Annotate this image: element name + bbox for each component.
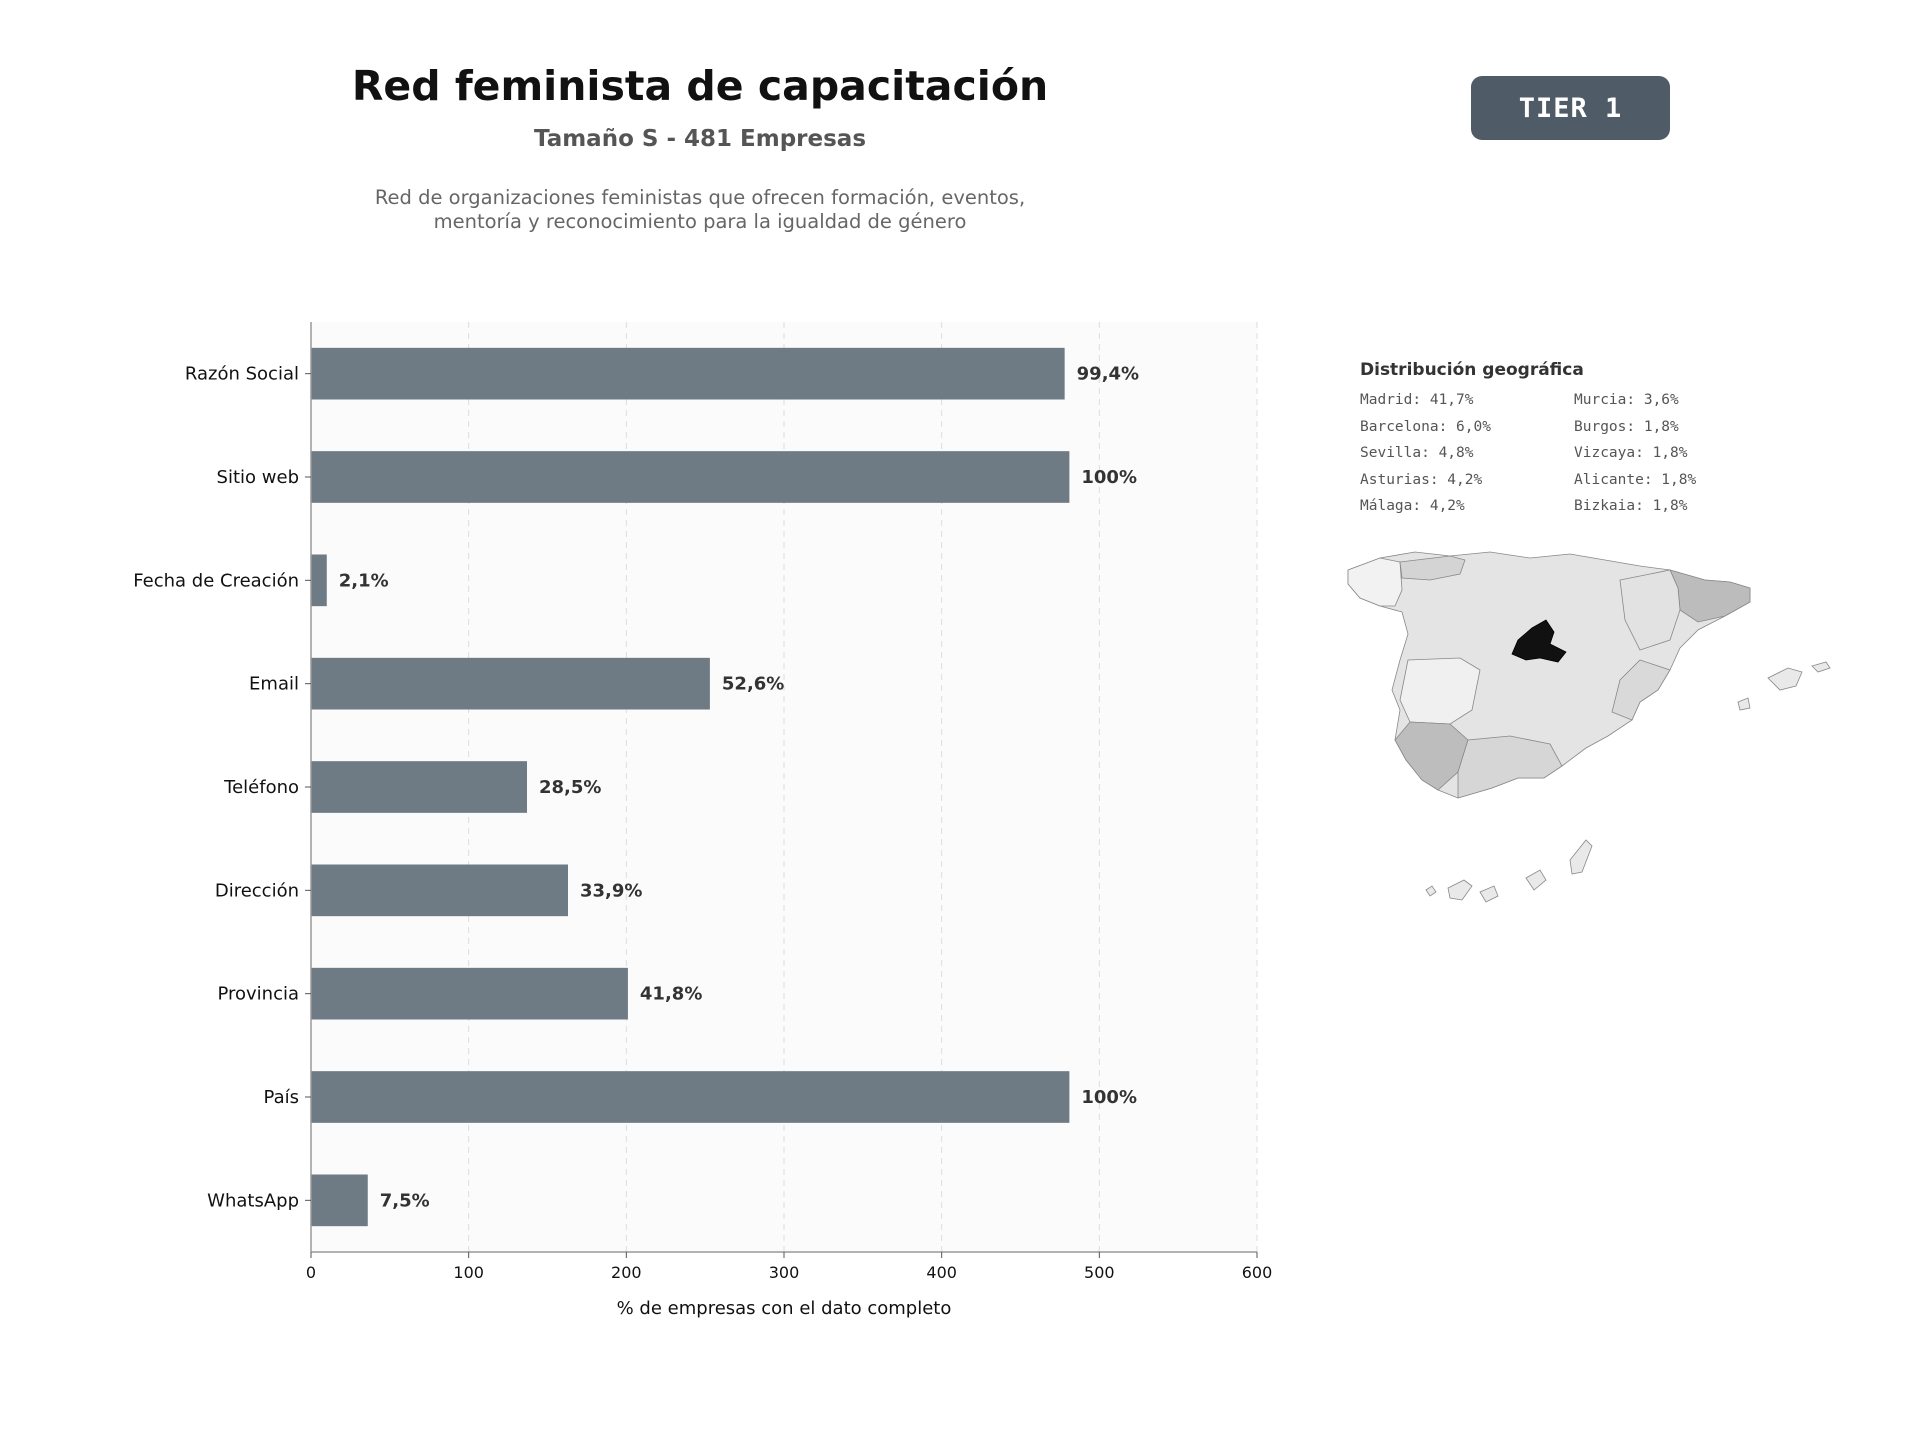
bars: 99,4% 100% 2,1% 52,6% 28,5% 33,9% 41,8% 100% 7,5… bbox=[311, 347, 1139, 1227]
x-tick-label: 600 bbox=[1242, 1263, 1273, 1282]
tier-badge: TIER 1 bbox=[1471, 76, 1670, 140]
geo-title: Distribución geográfica bbox=[1360, 360, 1584, 380]
data-label: 41,8% bbox=[640, 984, 702, 1005]
geo-item: Barcelona: 6,0% bbox=[1360, 418, 1491, 435]
map-canary-5 bbox=[1425, 885, 1437, 897]
data-label: 2,1% bbox=[339, 570, 389, 591]
category-label: Sitio web bbox=[217, 467, 299, 488]
bar bbox=[311, 1071, 1070, 1123]
x-tick-label: 200 bbox=[611, 1263, 642, 1282]
data-label: 28,5% bbox=[539, 777, 601, 798]
map-balearic-ibiza bbox=[1737, 697, 1751, 711]
map-region-madrid bbox=[1511, 619, 1567, 663]
category-label: Razón Social bbox=[185, 364, 299, 385]
data-label: 100% bbox=[1081, 467, 1137, 488]
category-label: Teléfono bbox=[223, 777, 299, 798]
map-canary-4 bbox=[1569, 839, 1593, 875]
bar bbox=[311, 967, 628, 1020]
bar bbox=[311, 864, 568, 917]
bar bbox=[311, 657, 710, 710]
map-balearic-menorca bbox=[1811, 661, 1831, 673]
geo-item: Alicante: 1,8% bbox=[1574, 471, 1697, 488]
geo-item: Málaga: 4,2% bbox=[1360, 498, 1465, 514]
category-label: WhatsApp bbox=[207, 1190, 299, 1211]
x-axis-title: % de empresas con el dato completo bbox=[617, 1298, 952, 1319]
map-canary-2 bbox=[1479, 885, 1499, 903]
bar bbox=[311, 347, 1065, 400]
geo-item: Bizkaia: 1,8% bbox=[1574, 498, 1688, 514]
description-line-1: Red de organizaciones feministas que ofr… bbox=[374, 186, 1026, 209]
bar bbox=[311, 451, 1070, 503]
geo-list: Madrid: 41,7% Murcia: 3,6% Barcelona: 6,… bbox=[1360, 392, 1860, 519]
map-canary-3 bbox=[1525, 869, 1547, 891]
data-label: 100% bbox=[1081, 1087, 1137, 1108]
bar bbox=[311, 761, 528, 813]
data-label: 52,6% bbox=[722, 674, 784, 695]
page-subtitle: Tamaño S - 481 Empresas bbox=[533, 126, 867, 152]
geo-item: Asturias: 4,2% bbox=[1360, 471, 1483, 488]
category-label: Fecha de Creación bbox=[133, 570, 299, 591]
geo-distribution-panel: Distribución geográfica Madrid: 41,7% Mu… bbox=[1360, 360, 1860, 519]
map-region-andalucia-east bbox=[1457, 735, 1563, 799]
map-balearic-mallorca bbox=[1767, 667, 1803, 691]
bar bbox=[311, 1174, 368, 1227]
description-line-2: mentoría y reconocimiento para la iguald… bbox=[433, 210, 967, 233]
data-label: 33,9% bbox=[580, 880, 642, 901]
x-tick-label: 100 bbox=[453, 1263, 484, 1282]
data-label: 7,5% bbox=[380, 1190, 430, 1211]
page-title: Red feminista de capacitación bbox=[351, 62, 1049, 110]
description: Red de organizaciones feministas que ofr… bbox=[250, 186, 1150, 234]
geo-item: Vizcaya: 1,8% bbox=[1574, 445, 1688, 461]
x-tick-label: 400 bbox=[926, 1263, 957, 1282]
category-label: Provincia bbox=[217, 984, 299, 1005]
map-canary-1 bbox=[1447, 879, 1473, 901]
spain-map bbox=[1347, 551, 1831, 903]
x-tick-label: 300 bbox=[769, 1263, 800, 1282]
category-label: Dirección bbox=[215, 880, 299, 901]
map-region-extremadura bbox=[1399, 657, 1481, 725]
category-label: Email bbox=[249, 674, 299, 695]
geo-item: Madrid: 41,7% bbox=[1360, 392, 1474, 408]
geo-item: Murcia: 3,6% bbox=[1574, 392, 1679, 408]
bar-chart: 99,4% 100% 2,1% 52,6% 28,5% 33,9% 41,8% 100% 7,5… bbox=[133, 322, 1272, 1319]
geo-item: Burgos: 1,8% bbox=[1574, 418, 1679, 435]
category-label: País bbox=[264, 1087, 299, 1108]
map-region-asturias bbox=[1399, 555, 1466, 581]
map-region-valencia bbox=[1611, 659, 1671, 721]
x-tick-label: 500 bbox=[1084, 1263, 1115, 1282]
data-label: 99,4% bbox=[1077, 364, 1139, 385]
map-region-galicia bbox=[1347, 557, 1403, 607]
x-tick-label: 0 bbox=[306, 1263, 316, 1282]
axes: 0 100 200 300 400 500 600 Razón Social Sitio web… bbox=[133, 322, 1272, 1282]
geo-item: Sevilla: 4,8% bbox=[1360, 445, 1474, 461]
bar bbox=[311, 554, 327, 607]
map-region-aragon bbox=[1619, 569, 1681, 651]
